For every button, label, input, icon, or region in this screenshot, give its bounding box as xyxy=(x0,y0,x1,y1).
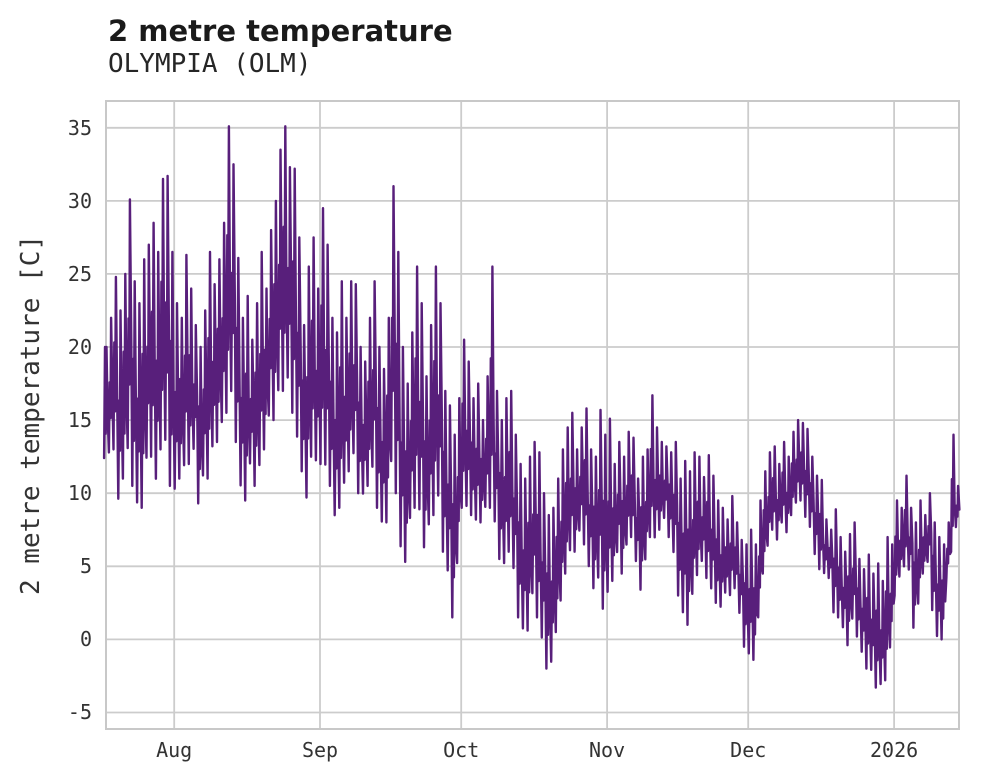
y-tick-label: 35 xyxy=(67,115,92,140)
y-tick-label: 10 xyxy=(67,481,92,506)
y-tick-label: 30 xyxy=(67,188,92,213)
x-tick-label: Dec xyxy=(730,738,767,762)
x-tick-label: Nov xyxy=(589,738,626,762)
y-tick-label: 25 xyxy=(67,261,92,286)
chart-subtitle-station: OLYMPIA (OLM) xyxy=(108,49,312,79)
x-tick-label: Aug xyxy=(156,738,193,762)
y-tick-label: -5 xyxy=(67,700,92,725)
y-tick-label: 0 xyxy=(79,627,92,652)
chart-title: 2 metre temperature xyxy=(108,14,453,48)
y-tick-label: 20 xyxy=(67,335,92,360)
y-tick-label: 15 xyxy=(67,408,92,433)
y-tick-label: 5 xyxy=(79,554,92,579)
x-tick-label: Sep xyxy=(301,738,339,762)
plot-area xyxy=(102,100,961,730)
temperature-line xyxy=(102,125,961,689)
x-tick-label: 2026 xyxy=(870,738,919,762)
x-tick-label: Oct xyxy=(443,738,480,762)
